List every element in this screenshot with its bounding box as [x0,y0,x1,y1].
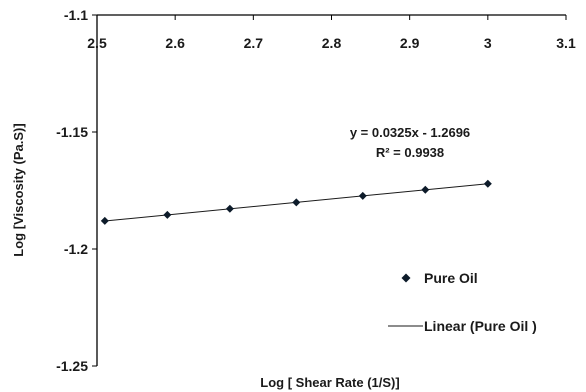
x-tick-label: 2.9 [400,35,420,51]
y-tick-labels: -1.1 -1.15 -1.2 -1.25 [56,7,88,374]
x-tick-labels: 2.5 2.6 2.7 2.8 2.9 3 3.1 [87,35,576,51]
data-points [100,179,492,225]
data-point [163,210,172,219]
trendline-r-squared: R² = 0.9938 [376,145,444,160]
y-axis-title: Log [Viscosity (Pa.S)] [11,123,26,256]
data-point [292,198,301,207]
data-point [483,179,492,188]
legend: Pure Oil Linear (Pure Oil ) [388,270,537,334]
x-tick-label: 2.6 [165,35,185,51]
legend-label-linear: Linear (Pure Oil ) [424,318,537,334]
y-tick-label: -1.15 [56,124,88,140]
y-tick-label: -1.2 [64,241,88,257]
trendline-equation: y = 0.0325x - 1.2696 [350,125,470,140]
x-tick-label: 3 [484,35,492,51]
x-tick-label: 2.5 [87,35,107,51]
axes [92,14,567,367]
x-tick-label: 2.8 [322,35,342,51]
x-tick-label: 2.7 [244,35,264,51]
legend-label-pure-oil: Pure Oil [424,270,478,286]
data-point [358,191,367,200]
data-point [421,185,430,194]
y-tick-label: -1.1 [64,7,88,23]
data-point [225,204,234,213]
data-point [100,216,109,225]
x-axis-title: Log [ Shear Rate (1/S)] [260,375,399,390]
y-tick-label: -1.25 [56,358,88,374]
x-tick-label: 3.1 [556,35,576,51]
legend-marker-pure-oil [401,273,411,283]
